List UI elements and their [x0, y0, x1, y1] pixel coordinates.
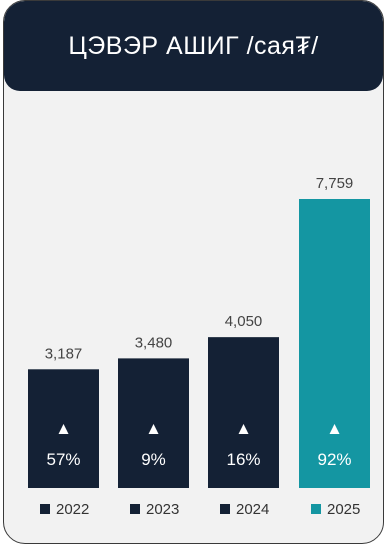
legend-swatch-2024 [220, 504, 230, 514]
growth-label-2023: 9% [141, 450, 166, 469]
bar-2022 [28, 369, 99, 488]
chart-title: ЦЭВЭР АШИГ /сая₮/ [68, 31, 319, 60]
legend-swatch-2025 [311, 504, 321, 514]
growth-arrow-icon: ▲ [55, 419, 72, 438]
legend-swatch-2023 [130, 504, 140, 514]
value-label-2022: 3,187 [45, 345, 83, 362]
value-label-2024: 4,050 [225, 313, 263, 330]
legend-label-2023: 2023 [146, 501, 179, 518]
growth-label-2022: 57% [46, 450, 80, 469]
value-label-2025: 7,759 [316, 175, 354, 192]
bar-2025 [299, 199, 370, 488]
growth-label-2025: 92% [317, 450, 351, 469]
growth-arrow-icon: ▲ [326, 419, 343, 438]
legend-label-2024: 2024 [236, 501, 269, 518]
value-label-2023: 3,480 [135, 334, 173, 351]
growth-label-2024: 16% [226, 450, 260, 469]
bar-2023 [118, 358, 189, 488]
bar-2024 [208, 337, 279, 488]
legend-swatch-2022 [40, 504, 50, 514]
legend-label-2025: 2025 [327, 501, 360, 518]
chart-header: ЦЭВЭР АШИГ /сая₮/ [4, 1, 383, 91]
growth-arrow-icon: ▲ [145, 419, 162, 438]
legend-label-2022: 2022 [56, 501, 89, 518]
growth-arrow-icon: ▲ [235, 419, 252, 438]
